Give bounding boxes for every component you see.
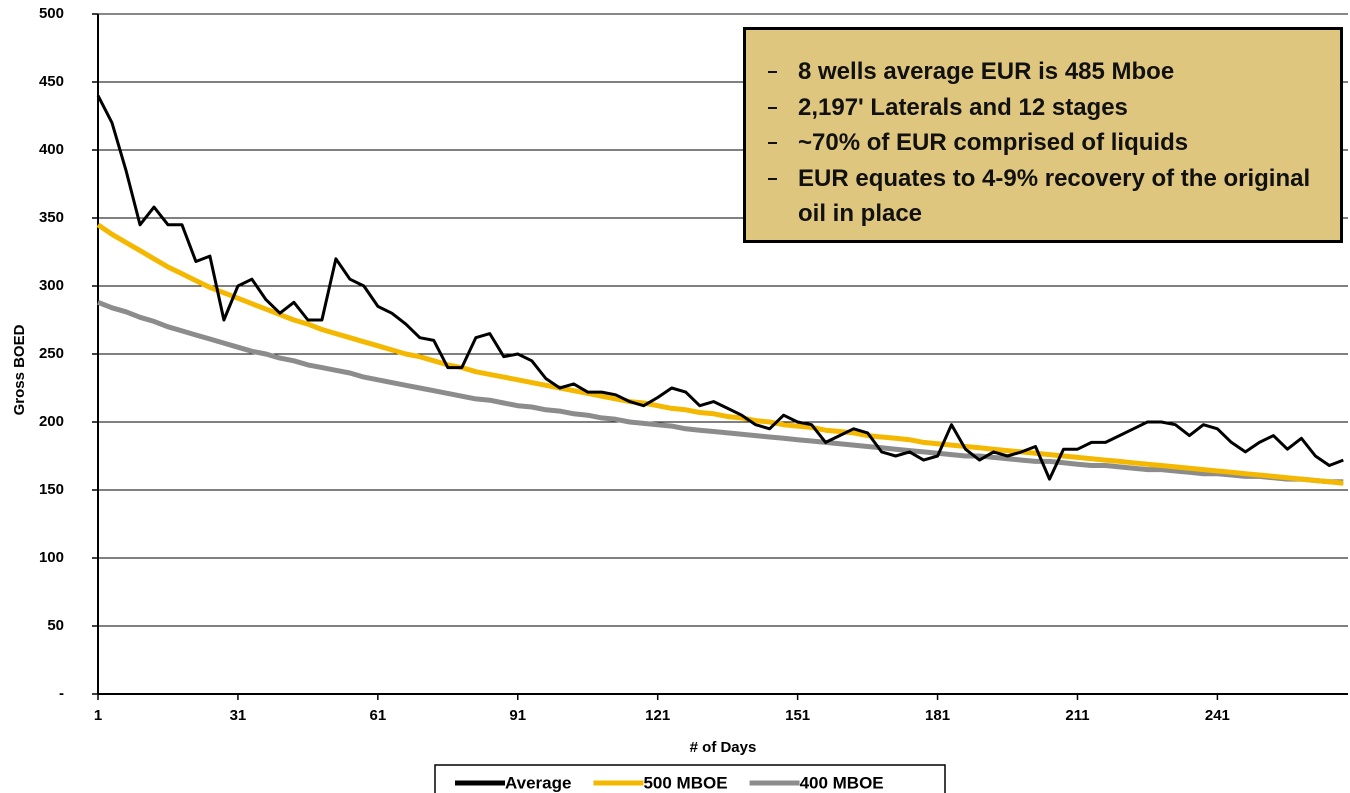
x-tick-label: 151 [785,707,810,724]
x-tick-label: 241 [1205,707,1230,724]
series-line [96,94,1344,481]
legend-label: Average [505,773,571,792]
x-axis-label: # of Days [690,739,757,756]
x-tick-label: 121 [645,707,670,724]
annotation-item: ~70% of EUR comprised of liquids [768,125,1320,161]
y-tick-label: 400 [39,141,64,158]
y-tick-label: 150 [39,481,64,498]
y-tick-label: 200 [39,413,64,430]
annotation-box: 8 wells average EUR is 485 Mboe 2,197' La… [743,27,1343,243]
y-tick-label: 100 [39,549,64,566]
x-tick-label: 31 [230,707,247,724]
series-line [97,299,1344,485]
x-tick-label: 61 [370,707,387,724]
annotation-item: EUR equates to 4-9% recovery of the orig… [768,161,1320,232]
legend-label: 500 MBOE [643,773,727,792]
y-tick-label: 50 [47,617,64,634]
legend-label: 400 MBOE [800,773,884,792]
legend-box [434,764,946,793]
y-axis-label: Gross BOED [11,324,28,415]
y-tick-label: 500 [39,5,64,22]
x-tick-label: 211 [1065,707,1089,724]
annotation-item: 8 wells average EUR is 485 Mboe [768,54,1320,90]
annotation-item: 2,197' Laterals and 12 stages [768,90,1320,126]
y-tick-label: - [59,685,64,702]
y-tick-label: 450 [39,73,64,90]
y-tick-label: 350 [39,209,64,226]
series-line [96,222,1344,486]
y-tick-label: 250 [39,345,64,362]
x-tick-label: 91 [509,707,526,724]
y-tick-label: 300 [39,277,64,294]
x-tick-label: 181 [925,707,950,724]
x-tick-label: 1 [94,707,102,724]
